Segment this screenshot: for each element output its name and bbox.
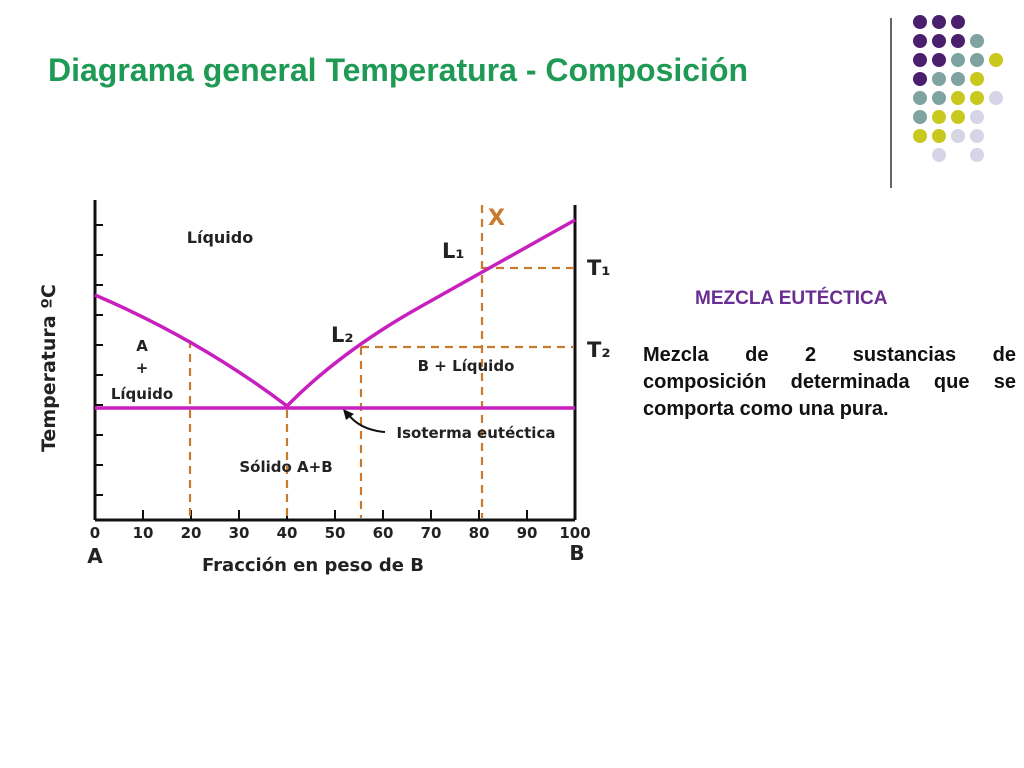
x-tick-20: 20 [181, 524, 202, 542]
isotherm-label: Isoterma eutéctica [397, 424, 556, 442]
side-text: Mezcla de 2 sustancias de composición de… [643, 344, 1016, 420]
y-tick-marks [95, 224, 103, 496]
y-axis-label: Temperatura ºC [40, 284, 60, 452]
decorative-divider [890, 18, 892, 188]
x-tick-60: 60 [373, 524, 394, 542]
region-plus-label: + [136, 359, 149, 377]
x-tick-50: 50 [325, 524, 346, 542]
decorative-dot-grid [913, 15, 1003, 162]
end-label-a: A [87, 544, 103, 568]
x-tick-80: 80 [469, 524, 490, 542]
x-tick-0: 0 [90, 524, 100, 542]
x-tick-labels: 0 10 20 30 40 50 60 70 80 90 100 [90, 524, 591, 542]
temp-t1-label: T₁ [587, 256, 611, 280]
phase-diagram: Temperatura ºC 0 10 20 30 40 50 60 70 80… [40, 200, 611, 576]
region-liquid: Líquido [187, 228, 253, 247]
region-b-liquid: B + Líquido [418, 357, 515, 375]
liquidus-left [94, 293, 289, 408]
end-label-b: B [569, 541, 584, 565]
side-heading: MEZCLA EUTÉCTICA [695, 288, 888, 309]
x-tick-10: 10 [133, 524, 154, 542]
point-x-label: X [488, 206, 505, 231]
isotherm-arrow [347, 413, 386, 433]
region-a-label: A [136, 337, 148, 355]
slide-title: Diagrama general Temperatura - Composici… [48, 52, 749, 88]
region-solid: Sólido A+B [239, 458, 332, 476]
liquidus-right [285, 218, 576, 408]
region-liquid-label: Líquido [111, 385, 173, 403]
x-tick-70: 70 [421, 524, 442, 542]
x-tick-40: 40 [277, 524, 298, 542]
x-tick-30: 30 [229, 524, 250, 542]
x-tick-90: 90 [517, 524, 538, 542]
point-l2-label: L₂ [331, 323, 354, 347]
x-tick-marks [94, 510, 576, 520]
x-tick-100: 100 [559, 524, 590, 542]
temp-t2-label: T₂ [587, 338, 611, 362]
point-l1-label: L₁ [442, 239, 465, 263]
dashed-guides [188, 205, 574, 518]
x-axis-label: Fracción en peso de B [202, 555, 424, 576]
isotherm-arrowhead [343, 409, 354, 420]
